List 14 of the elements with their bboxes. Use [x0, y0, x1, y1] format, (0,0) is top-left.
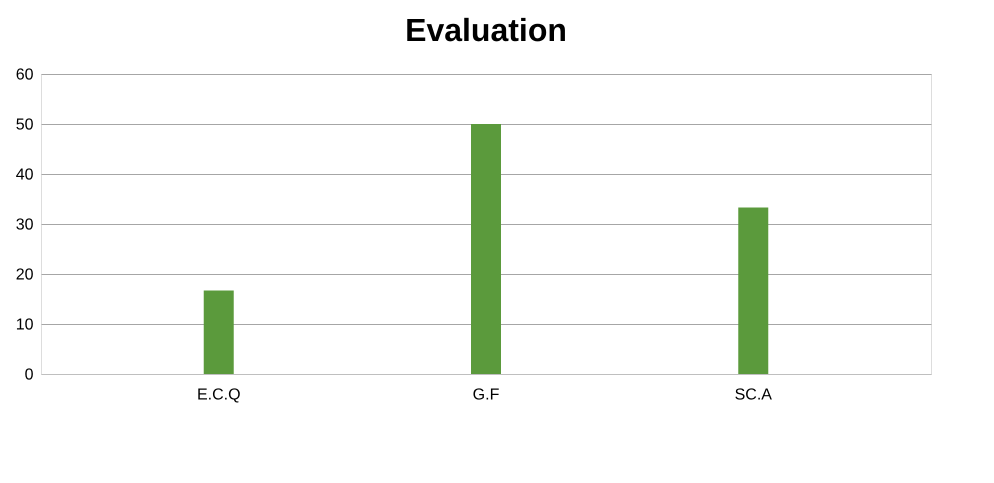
y-tick-label: 10: [16, 316, 34, 334]
y-tick-label: 0: [24, 366, 34, 384]
chart-title: Evaluation: [405, 12, 567, 48]
x-tick-label: E.C.Q: [196, 386, 241, 404]
x-tick-label: G.F: [472, 386, 500, 404]
y-tick-label: 30: [16, 216, 34, 234]
bar: [204, 290, 234, 374]
bar: [471, 124, 501, 374]
y-tick-label: 20: [16, 266, 34, 284]
y-tick-label: 40: [16, 166, 34, 184]
x-tick-label: SC.A: [734, 386, 772, 404]
y-tick-label: 50: [16, 116, 34, 134]
bar: [738, 208, 768, 374]
y-tick-label: 60: [16, 66, 34, 84]
